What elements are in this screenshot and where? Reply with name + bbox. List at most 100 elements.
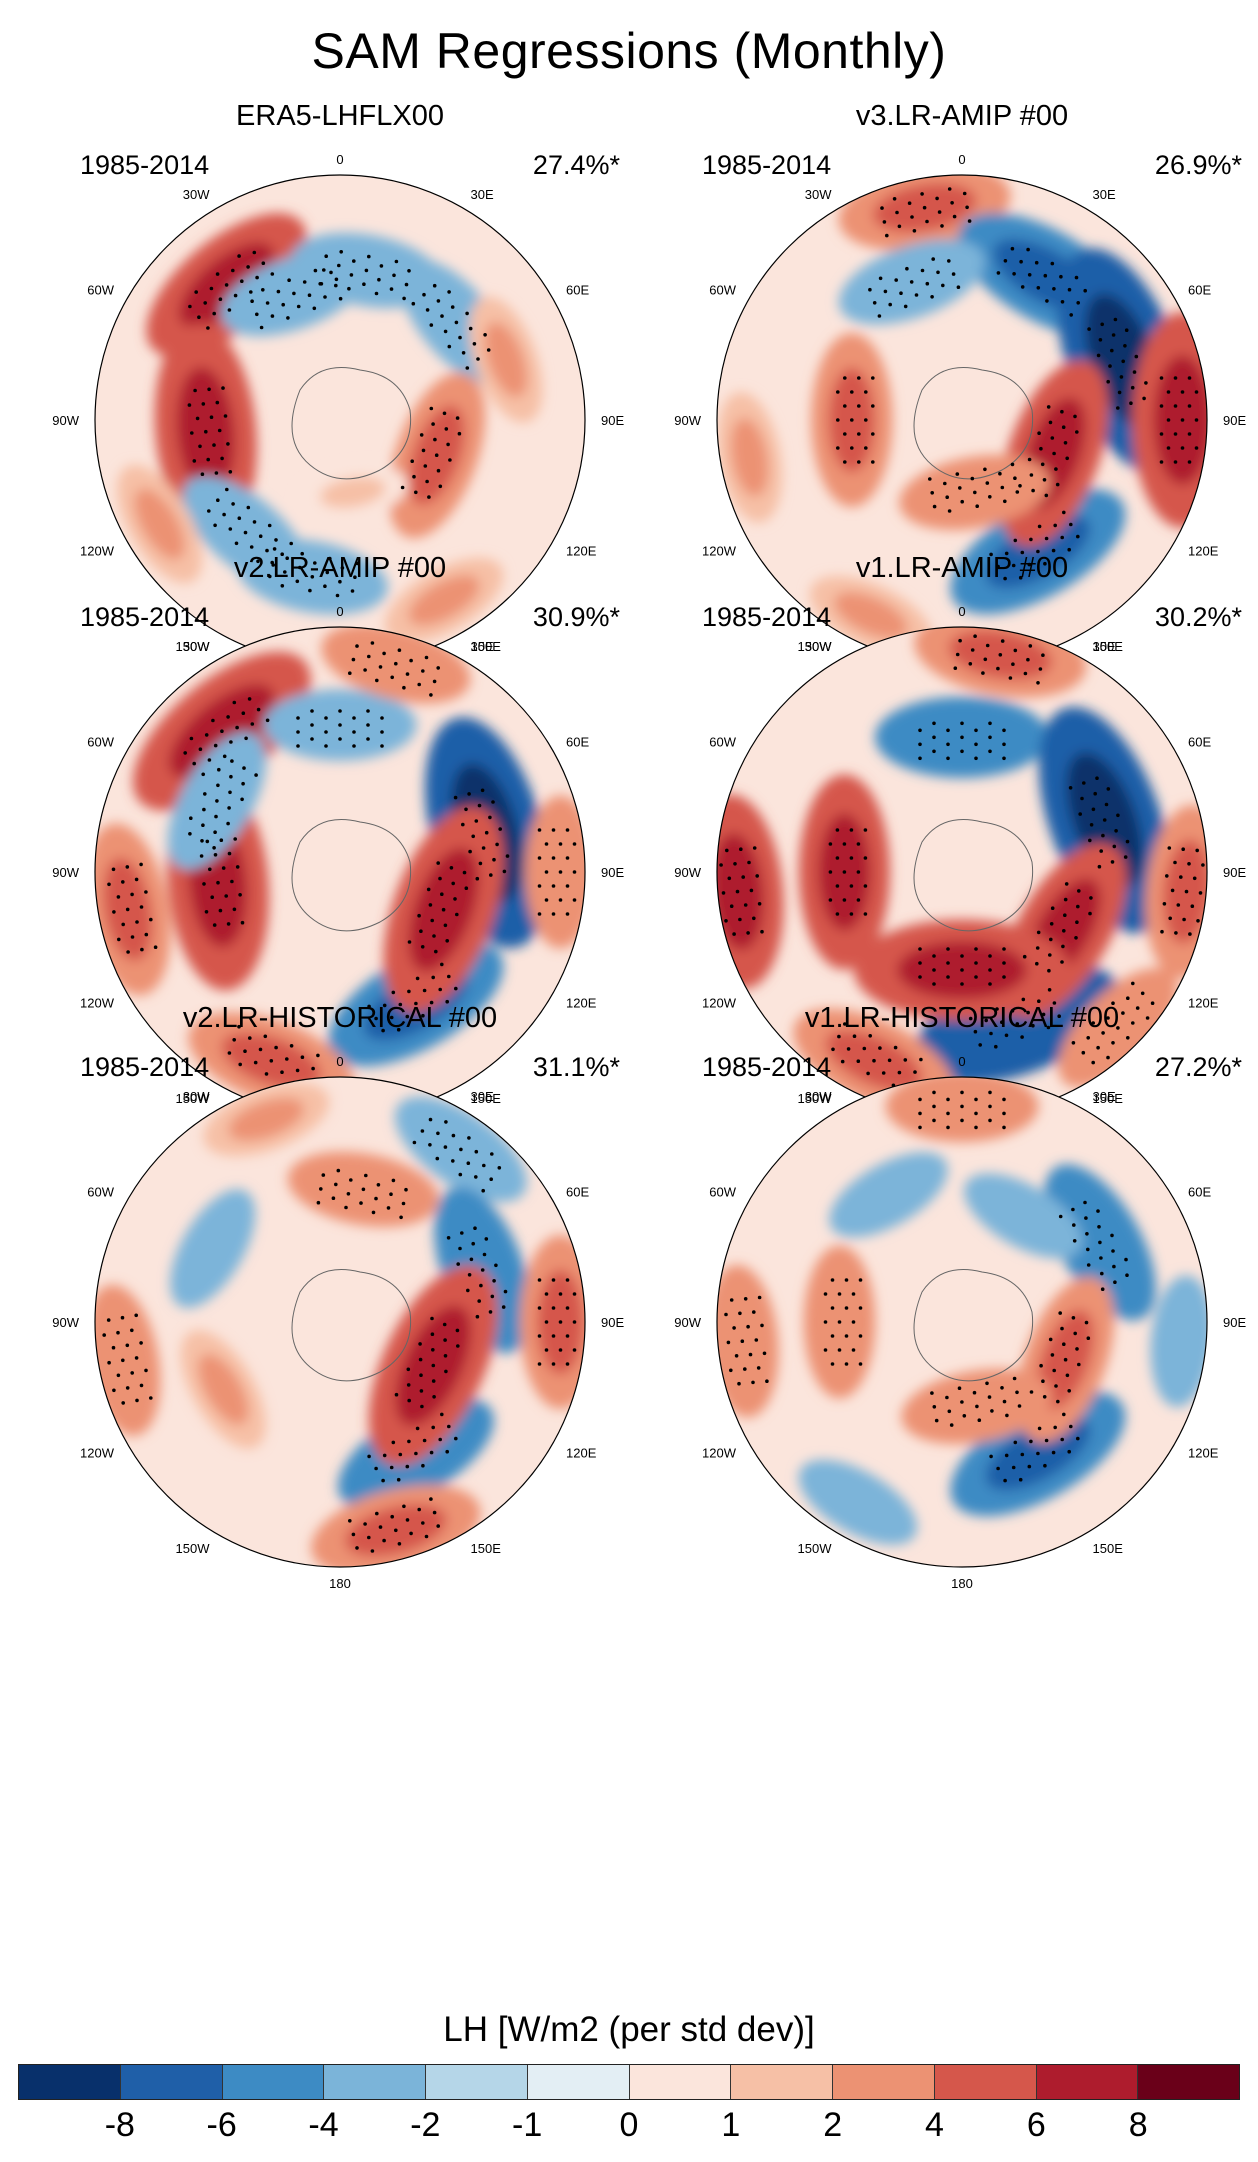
stipple-dot xyxy=(370,641,375,645)
stipple-dot xyxy=(903,1058,908,1062)
stipple-dot xyxy=(419,929,423,933)
stipple-dot xyxy=(432,1510,437,1515)
stipple-dot xyxy=(276,289,281,294)
stipple-dot xyxy=(455,1328,460,1333)
stipple-dot xyxy=(310,709,314,713)
stipple-dot xyxy=(214,814,218,819)
stipple-dot xyxy=(1198,891,1203,895)
stipple-dot xyxy=(374,1196,378,1201)
stipple-dot xyxy=(1044,536,1049,541)
stipple-dot xyxy=(447,974,451,979)
map-border xyxy=(94,1076,586,1568)
stipple-dot xyxy=(438,876,442,881)
stipple-dot xyxy=(1165,874,1169,878)
stipple-dot xyxy=(1110,1233,1114,1238)
stipple-dot xyxy=(125,1343,130,1348)
longitude-label: 120W xyxy=(80,1446,115,1461)
stipple-dot xyxy=(324,716,328,720)
stipple-dot xyxy=(551,856,556,860)
stipple-dot xyxy=(443,1145,448,1149)
stipple-dot xyxy=(1004,551,1009,556)
stipple-dot xyxy=(960,735,964,740)
stipple-dot xyxy=(394,661,398,666)
stipple-dot xyxy=(934,1418,939,1423)
stipple-dot xyxy=(482,1163,486,1168)
stipple-dot xyxy=(464,886,469,890)
stipple-dot xyxy=(835,856,840,860)
stipple-dot xyxy=(729,1368,733,1373)
colorbar-tick-label: 4 xyxy=(925,2106,944,2144)
stipple-dot xyxy=(1008,676,1013,680)
stipple-dot xyxy=(760,1323,764,1328)
stipple-dot xyxy=(1125,1273,1129,1277)
antarctica-coastline xyxy=(913,1269,1034,1382)
stipple-dot xyxy=(863,912,868,916)
stipple-dot xyxy=(454,320,459,325)
stipple-dot xyxy=(256,559,260,564)
stipple-dot xyxy=(844,1306,849,1310)
stipple-dot xyxy=(558,842,563,846)
stipple-dot xyxy=(726,1340,731,1345)
stipple-dot xyxy=(429,693,433,697)
stipple-dot xyxy=(747,860,751,865)
stipple-dot xyxy=(497,1166,502,1170)
stipple-dot xyxy=(1106,379,1110,384)
stipple-dot xyxy=(265,548,269,553)
longitude-label: 30E xyxy=(471,639,494,654)
stipple-dot xyxy=(1080,796,1084,801)
stipple-dot xyxy=(261,261,266,265)
longitude-label: 120E xyxy=(1188,996,1219,1011)
stipple-dot xyxy=(725,848,729,853)
stipple-dot xyxy=(746,931,750,935)
stipple-dot xyxy=(871,404,875,408)
stipple-dot xyxy=(216,783,220,788)
stipple-dot xyxy=(323,584,327,588)
stipple-dot xyxy=(1073,1331,1077,1336)
stipple-dot xyxy=(207,387,211,392)
stipple-dot xyxy=(1020,1452,1025,1457)
panel-period: 1985-2014 xyxy=(702,602,832,632)
stipple-dot xyxy=(1131,981,1135,986)
stipple-dot xyxy=(414,490,418,495)
stipple-dot xyxy=(537,1362,542,1366)
stipple-dot xyxy=(231,502,235,506)
stipple-dot xyxy=(230,759,234,763)
stipple-dot xyxy=(216,498,220,503)
stipple-dot xyxy=(457,431,462,436)
stipple-dot xyxy=(1097,864,1102,869)
stipple-dot xyxy=(361,1187,366,1192)
stipple-dot xyxy=(1036,286,1041,290)
stipple-dot xyxy=(862,1046,867,1051)
stipple-dot xyxy=(111,867,116,872)
stipple-dot xyxy=(264,1072,269,1076)
stipple-dot xyxy=(475,876,480,881)
stipple-dot xyxy=(932,749,936,754)
stipple-dot xyxy=(1003,576,1007,581)
stipple-dot xyxy=(200,839,204,843)
stipple-dot xyxy=(352,730,356,734)
stipple-dot xyxy=(1123,855,1128,859)
stipple-dot xyxy=(391,1178,396,1183)
stipple-dot xyxy=(950,201,954,205)
stipple-dot xyxy=(1047,988,1052,992)
stipple-dot xyxy=(1160,929,1164,934)
stipple-dot xyxy=(222,754,227,759)
stipple-dot xyxy=(1091,1060,1095,1065)
stipple-dot xyxy=(851,1320,856,1324)
stipple-dot xyxy=(762,1351,767,1356)
stipple-dot xyxy=(222,512,226,517)
stipple-dot xyxy=(1129,401,1133,406)
stipple-dot xyxy=(389,1015,394,1020)
longitude-label: 90E xyxy=(601,1315,624,1330)
stipple-dot xyxy=(1187,460,1192,464)
stipple-dot xyxy=(866,1071,870,1076)
stipple-dot xyxy=(375,1511,379,1516)
significance-stippling xyxy=(724,1090,1129,1483)
stipple-dot xyxy=(754,1338,759,1342)
stipple-dot xyxy=(888,302,892,307)
stipple-dot xyxy=(144,1368,148,1373)
stipple-dot xyxy=(431,1348,435,1352)
stipple-dot xyxy=(312,306,317,311)
stipple-dot xyxy=(1059,274,1063,279)
stipple-dot xyxy=(912,229,917,233)
